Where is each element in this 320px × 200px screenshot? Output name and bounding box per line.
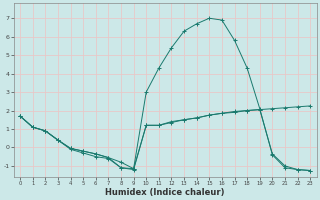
X-axis label: Humidex (Indice chaleur): Humidex (Indice chaleur) [105, 188, 225, 197]
